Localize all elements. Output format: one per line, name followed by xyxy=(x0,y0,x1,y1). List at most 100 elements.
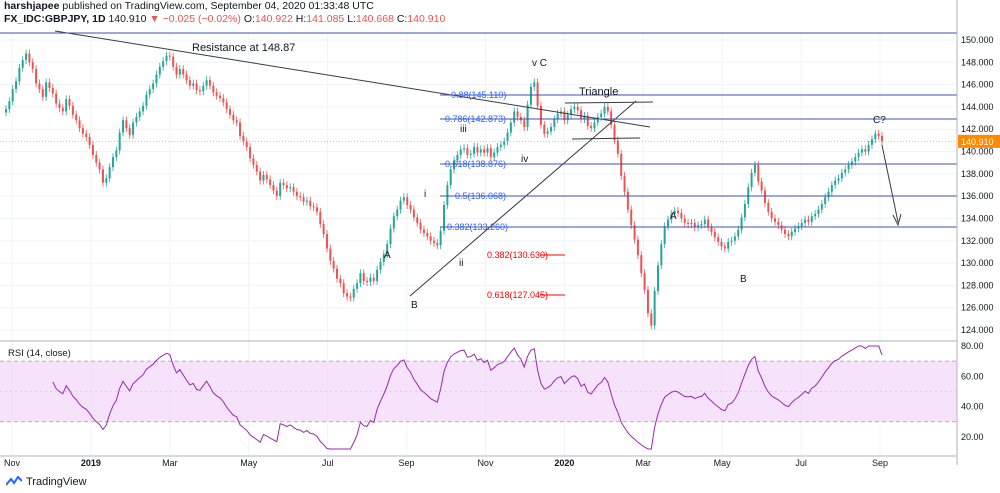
candle-body xyxy=(142,105,145,112)
candle-body xyxy=(376,269,379,281)
time-tick-label: Mar xyxy=(636,458,652,468)
wave-vC-label: v C xyxy=(532,58,547,69)
candle-body xyxy=(590,125,593,129)
candle-body xyxy=(814,214,817,217)
candle-body xyxy=(41,89,44,97)
candle-body xyxy=(683,218,686,223)
tradingview-footer[interactable]: TradingView xyxy=(6,474,87,490)
candle-body xyxy=(549,127,552,132)
candle-body xyxy=(255,164,258,172)
candle-body xyxy=(466,148,469,155)
candle-body xyxy=(794,228,797,232)
axes: 150.000 148.000 146.000 144.000 142.000 140.0… xyxy=(0,0,1000,468)
candle-body xyxy=(456,154,459,161)
candle-body xyxy=(198,90,201,92)
candle-body xyxy=(269,179,272,185)
time-tick-label: Nov xyxy=(477,458,494,468)
candle-body xyxy=(553,119,556,127)
high-label: H: xyxy=(295,13,307,25)
candle-body xyxy=(232,114,235,121)
candle-body xyxy=(356,283,359,289)
candle-body xyxy=(613,124,616,141)
candle-body xyxy=(807,219,810,222)
candle-body xyxy=(516,111,519,117)
price-tick-label: 146.000 xyxy=(961,80,994,90)
candle-body xyxy=(145,94,148,106)
publisher-name[interactable]: harshjapee xyxy=(4,0,60,12)
price-change: ▼ −0.025 (−0.02%) xyxy=(149,13,241,25)
tradingview-logo-icon xyxy=(6,476,22,486)
candle-body xyxy=(305,200,308,202)
candle-body xyxy=(122,120,125,133)
candle-body xyxy=(820,203,823,210)
candle-body xyxy=(386,244,389,255)
candle-body xyxy=(566,114,569,121)
time-tick-label: 2020 xyxy=(554,458,574,468)
close-label: C: xyxy=(396,13,408,25)
candle-body xyxy=(737,229,740,237)
price-tick-label: 132.000 xyxy=(961,236,994,246)
resistance-trendline xyxy=(54,30,651,128)
price-tick-label: 138.000 xyxy=(961,169,994,179)
candle-body xyxy=(302,197,305,202)
candle-body xyxy=(389,228,392,245)
candle-body xyxy=(158,66,161,75)
fib-r0382-label: 0.382(130.630) xyxy=(487,250,548,260)
candle-body xyxy=(245,141,248,148)
candle-body xyxy=(51,87,54,94)
time-tick-label: Jul xyxy=(795,458,807,468)
close-value: 140.910 xyxy=(407,13,446,25)
candle-body xyxy=(663,226,666,245)
candle-body xyxy=(319,211,322,225)
candle-body xyxy=(877,133,880,136)
candle-body xyxy=(309,200,312,207)
projection-arrow xyxy=(881,144,899,223)
candle-body xyxy=(35,69,38,84)
candle-body xyxy=(673,210,676,214)
wave-B1-label: B xyxy=(411,300,418,311)
support-trendline xyxy=(409,100,637,297)
candle-body xyxy=(178,69,181,75)
candle-body xyxy=(202,85,205,92)
wave-i-label: i xyxy=(424,189,426,200)
candle-body xyxy=(239,122,242,136)
candle-body xyxy=(503,141,506,145)
candle-body xyxy=(416,217,419,223)
candle-body xyxy=(576,106,579,111)
candle-body xyxy=(529,86,532,105)
candle-body xyxy=(680,212,683,219)
time-tick-label: Nov xyxy=(4,458,21,468)
wave-B2-label: B xyxy=(740,274,747,285)
candle-body xyxy=(68,99,71,106)
triangle-top xyxy=(564,101,654,104)
candle-body xyxy=(342,283,345,294)
candle-body xyxy=(703,219,706,225)
wave-iii-label: iii xyxy=(460,124,467,135)
candle-body xyxy=(643,273,646,290)
time-tick-label: Mar xyxy=(162,458,178,468)
time-tick-label: May xyxy=(714,458,732,468)
candle-body xyxy=(860,149,863,153)
candle-body xyxy=(212,85,215,93)
candle-body xyxy=(727,241,730,249)
candle-body xyxy=(399,200,402,210)
candle-body xyxy=(710,227,713,232)
candle-body xyxy=(459,149,462,155)
candle-body xyxy=(299,196,302,198)
candle-body xyxy=(11,89,14,102)
resistance-label: Resistance at 148.87 xyxy=(192,42,295,54)
candle-body xyxy=(787,234,790,237)
fib-0382-label: 0.382(133.260) xyxy=(447,222,508,232)
symbol-label[interactable]: FX_IDC:GBPJPY, 1D xyxy=(4,13,106,25)
candles xyxy=(4,49,884,330)
candle-body xyxy=(295,191,298,197)
candle-body xyxy=(743,203,746,218)
candle-body xyxy=(453,160,456,170)
candle-body xyxy=(610,111,613,125)
candle-body xyxy=(182,69,185,75)
candle-body xyxy=(697,225,700,228)
candle-body xyxy=(616,140,619,154)
candle-body xyxy=(235,120,238,123)
candle-body xyxy=(837,178,840,181)
